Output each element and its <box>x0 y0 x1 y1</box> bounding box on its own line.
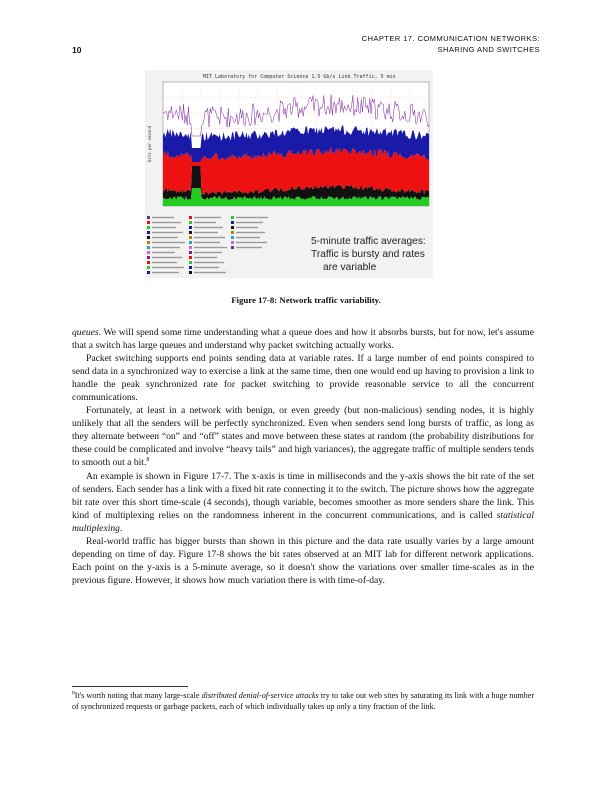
overlay-line-1: 5-minute traffic averages: <box>311 236 426 247</box>
paragraph-3-emphasis: statistical multiplexing <box>72 509 534 534</box>
figure-caption: Figure 17-8: Network traffic variability… <box>231 295 381 305</box>
traffic-plot-image: MIT Laboratory for Computer Science 1.5 … <box>145 70 433 278</box>
page-number: 10 <box>72 45 82 55</box>
traffic-figure: MIT Laboratory for Computer Science 1.5 … <box>145 70 433 278</box>
running-head-chapter: CHAPTER 17. COMMUNICATION NETWORKS: <box>361 34 540 43</box>
overlay-line-3: are variable <box>323 262 377 273</box>
paragraph-0: queues. We will spend some time understa… <box>72 326 534 352</box>
paragraph-2: Fortunately, at least in a network with … <box>72 404 534 469</box>
footnote-text: It's worth noting that many large-scale <box>74 691 202 700</box>
footnote-mark: 8 <box>72 690 75 697</box>
paragraph-2-text: Fortunately, at least in a network with … <box>72 405 534 469</box>
plot-title: MIT Laboratory for Computer Science 1.5 … <box>203 74 396 80</box>
paragraph-0-text: . We will spend some time understanding … <box>72 327 534 352</box>
running-head-section: SHARING AND SWITCHES <box>437 45 540 54</box>
paragraph-4: Real-world traffic has bigger bursts tha… <box>72 535 534 586</box>
footnote-emphasis: distributed denial-of-service attacks <box>201 691 319 700</box>
footnote-8: 8It's worth noting that many large-scale… <box>72 690 534 712</box>
footnote-ref-8[interactable]: 8 <box>146 457 150 464</box>
paragraph-1: Packet switching supports end points sen… <box>72 353 534 404</box>
paragraph-3: An example is shown in Figure 17-7. The … <box>72 470 534 535</box>
paragraph-0-emphasis: queues <box>72 327 99 338</box>
paragraph-3-text: An example is shown in Figure 17-7. The … <box>72 470 534 521</box>
overlay-line-2: Traffic is bursty and rates <box>311 249 425 260</box>
footnote-rule <box>72 686 188 687</box>
paragraph-3-end: . <box>119 522 123 534</box>
svg-text:bits per second: bits per second <box>147 125 152 162</box>
footnote-end: try to take out web sites by saturating … <box>72 691 535 711</box>
body-text: queues. We will spend some time understa… <box>72 326 534 587</box>
